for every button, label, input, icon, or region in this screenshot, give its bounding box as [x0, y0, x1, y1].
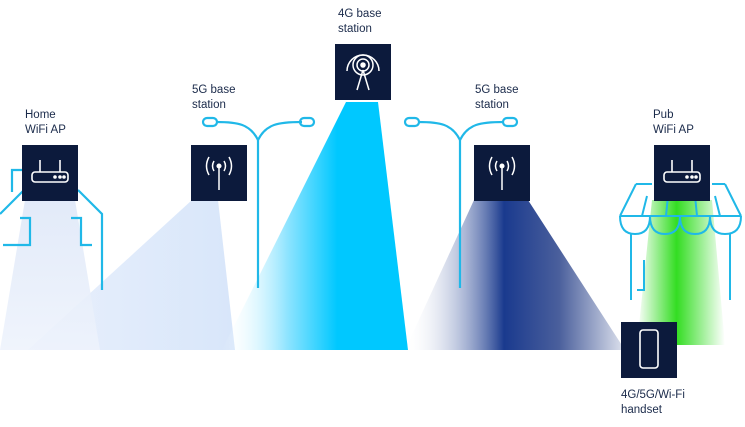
label-5g-base-station-left: 5G base station [192, 84, 236, 111]
label-4g-base-station: 4G base station [338, 8, 382, 35]
lamp-post-right [403, 116, 519, 288]
beam-pub-wifi [637, 200, 725, 345]
beam-4g [222, 102, 408, 350]
label-5g-base-station-right: 5G base station [475, 84, 519, 111]
label-handset: 4G/5G/Wi-Fi handset [621, 389, 685, 416]
antenna-tower-icon [346, 54, 380, 91]
label-home-wifi-ap: Home WiFi AP [25, 109, 66, 136]
router-icon [31, 160, 69, 183]
router-icon [663, 160, 701, 183]
base-station-4g [335, 44, 391, 100]
base-station-5g-right [474, 145, 530, 201]
home-wifi-ap [22, 145, 78, 201]
pub-wifi-ap [654, 145, 710, 201]
base-station-5g-left [191, 145, 247, 201]
beam-home-wifi [0, 200, 100, 350]
lamp-post-left [201, 116, 316, 288]
label-pub-wifi-ap: Pub WiFi AP [653, 109, 694, 136]
handset [621, 322, 677, 378]
smartphone-icon [639, 329, 659, 369]
antenna-icon [488, 156, 516, 190]
home-building [0, 168, 104, 290]
beam-5g-right [405, 200, 625, 350]
pub-awning [619, 183, 742, 300]
antenna-icon [205, 156, 233, 190]
